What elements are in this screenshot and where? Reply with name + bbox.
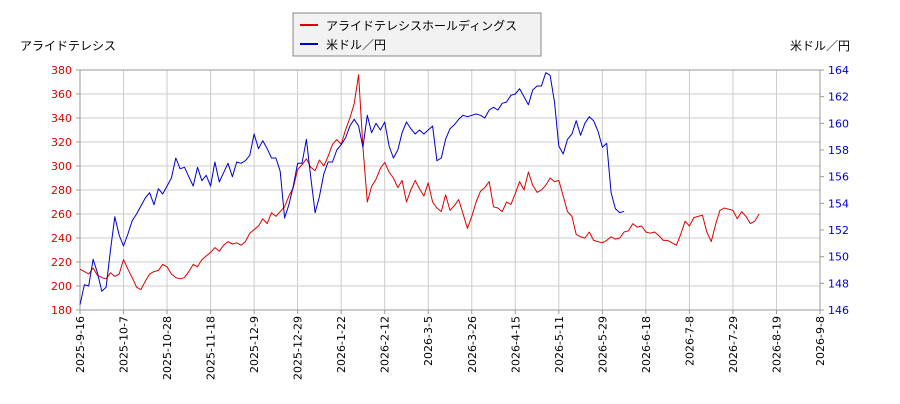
right-tick-label: 154 xyxy=(828,197,849,210)
x-tick-label: 2025-9-16 xyxy=(74,316,87,373)
left-axis: 180 200 220 240 260 280 300 320 340 360 380 xyxy=(51,64,80,317)
x-tick-label: 2026-5-29 xyxy=(596,316,609,373)
right-tick-label: 152 xyxy=(828,224,849,237)
left-tick-label: 220 xyxy=(51,256,72,269)
x-tick-label: 2025-11-18 xyxy=(205,316,218,380)
x-tick-label: 2026-1-22 xyxy=(335,316,348,373)
right-tick-label: 146 xyxy=(828,304,849,317)
right-tick-label: 164 xyxy=(828,64,849,77)
series-layer xyxy=(79,72,760,305)
right-tick-label: 158 xyxy=(828,144,849,157)
right-tick-label: 156 xyxy=(828,171,849,184)
legend: アライドテレシスホールディングス 米ドル／円 xyxy=(292,12,542,57)
right-axis-title: 米ドル／円 xyxy=(790,39,850,53)
left-tick-label: 360 xyxy=(51,88,72,101)
left-tick-label: 240 xyxy=(51,232,72,245)
x-tick-label: 2025-10-7 xyxy=(118,316,131,373)
left-tick-label: 300 xyxy=(51,160,72,173)
x-tick-label: 2026-5-11 xyxy=(553,316,566,373)
x-tick-label: 2026-6-18 xyxy=(640,316,653,373)
right-axis: 146 148 150 152 154 156 158 160 162 164 xyxy=(820,64,849,317)
x-axis: 2025-9-16 2025-10-7 2025-10-28 2025-11-18 20… xyxy=(74,310,827,380)
grid xyxy=(79,69,821,311)
x-tick-label: 2026-7-8 xyxy=(683,316,696,366)
left-axis-title: アライドテレシス xyxy=(20,39,116,53)
x-tick-label: 2026-3-26 xyxy=(466,316,479,373)
x-tick-label: 2026-3-5 xyxy=(422,316,435,366)
legend-label-1: 米ドル／円 xyxy=(326,38,386,52)
x-tick-label: 2026-4-15 xyxy=(509,316,522,373)
left-tick-label: 380 xyxy=(51,64,72,77)
x-tick-label: 2026-7-29 xyxy=(727,316,740,373)
right-tick-label: 162 xyxy=(828,91,849,104)
legend-box xyxy=(292,12,542,57)
right-tick-label: 150 xyxy=(828,251,849,264)
x-tick-label: 2026-2-12 xyxy=(379,316,392,373)
left-tick-label: 280 xyxy=(51,184,72,197)
left-tick-label: 340 xyxy=(51,112,72,125)
left-tick-label: 320 xyxy=(51,136,72,149)
right-tick-label: 148 xyxy=(828,277,849,290)
left-tick-label: 260 xyxy=(51,208,72,221)
x-tick-label: 2025-10-28 xyxy=(161,316,174,380)
right-tick-label: 160 xyxy=(828,117,849,130)
legend-label-0: アライドテレシスホールディングス xyxy=(326,18,517,33)
series-line-stock xyxy=(79,74,760,291)
left-tick-label: 180 xyxy=(51,304,72,317)
x-tick-label: 2025-12-9 xyxy=(248,316,261,373)
left-tick-label: 200 xyxy=(51,280,72,293)
x-tick-label: 2025-12-29 xyxy=(292,316,305,380)
x-tick-label: 2026-8-19 xyxy=(770,316,783,373)
series-line-usdjpy xyxy=(79,72,625,305)
x-tick-label: 2026-9-8 xyxy=(814,316,827,366)
